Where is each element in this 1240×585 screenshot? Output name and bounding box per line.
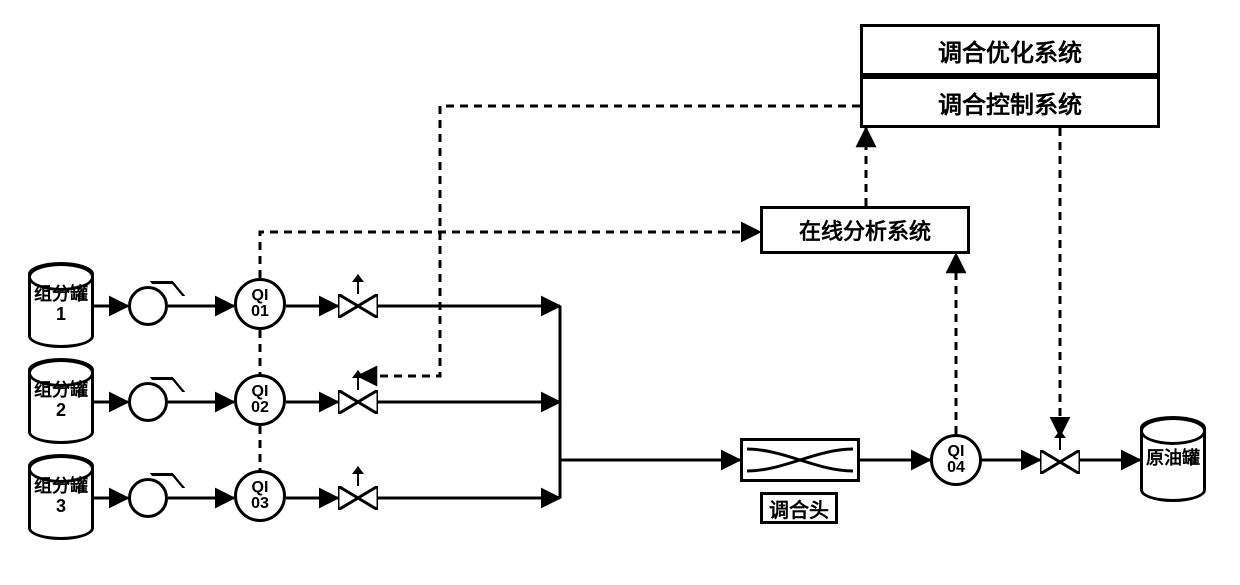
qi-02-line2: 02 bbox=[251, 400, 269, 416]
tank-crude-oil: 原油罐 bbox=[1140, 416, 1206, 502]
ctrl-label: 调合控制系统 bbox=[938, 85, 1082, 120]
tank-out-label: 原油罐 bbox=[1146, 449, 1200, 469]
valve-4 bbox=[1040, 450, 1080, 474]
qi-04-line1: QI bbox=[948, 444, 965, 460]
blend-optimization-system: 调合优化系统 bbox=[860, 24, 1160, 76]
qi-01: QI 01 bbox=[234, 278, 286, 330]
qi-04: QI 04 bbox=[930, 434, 982, 486]
valve-3 bbox=[338, 486, 378, 510]
qi-04-line2: 04 bbox=[947, 460, 965, 476]
tank-1-number: 1 bbox=[56, 305, 66, 325]
blend-head bbox=[740, 438, 860, 482]
valve-1 bbox=[338, 294, 378, 318]
tank-3-number: 3 bbox=[56, 497, 66, 517]
qi-03-line2: 03 bbox=[251, 496, 269, 512]
blend-head-text: 调合头 bbox=[769, 494, 829, 523]
tank-1-label: 组分罐 bbox=[34, 285, 88, 305]
tank-component-3: 组分罐 3 bbox=[28, 454, 94, 540]
qi-01-line1: QI bbox=[252, 288, 269, 304]
qi-03: QI 03 bbox=[234, 470, 286, 522]
tank-2-number: 2 bbox=[56, 401, 66, 421]
blend-control-system: 调合控制系统 bbox=[860, 76, 1160, 128]
tank-component-2: 组分罐 2 bbox=[28, 358, 94, 444]
qi-01-line2: 01 bbox=[251, 304, 269, 320]
tank-2-label: 组分罐 bbox=[34, 381, 88, 401]
pump-3 bbox=[128, 478, 168, 518]
qi-02-line1: QI bbox=[252, 384, 269, 400]
blend-head-label: 调合头 bbox=[760, 492, 838, 524]
pump-1 bbox=[128, 286, 168, 326]
valve-2 bbox=[338, 390, 378, 414]
online-analysis-system: 在线分析系统 bbox=[760, 206, 970, 254]
tank-component-1: 组分罐 1 bbox=[28, 262, 94, 348]
tank-3-label: 组分罐 bbox=[34, 477, 88, 497]
diagram-canvas: 组分罐 1 组分罐 2 组分罐 3 原油罐 QI 01 QI 02 QI 03 … bbox=[0, 0, 1240, 585]
qi-03-line1: QI bbox=[252, 480, 269, 496]
opt-label: 调合优化系统 bbox=[938, 33, 1082, 68]
pump-2 bbox=[128, 382, 168, 422]
qi-02: QI 02 bbox=[234, 374, 286, 426]
anlz-label: 在线分析系统 bbox=[799, 214, 931, 246]
